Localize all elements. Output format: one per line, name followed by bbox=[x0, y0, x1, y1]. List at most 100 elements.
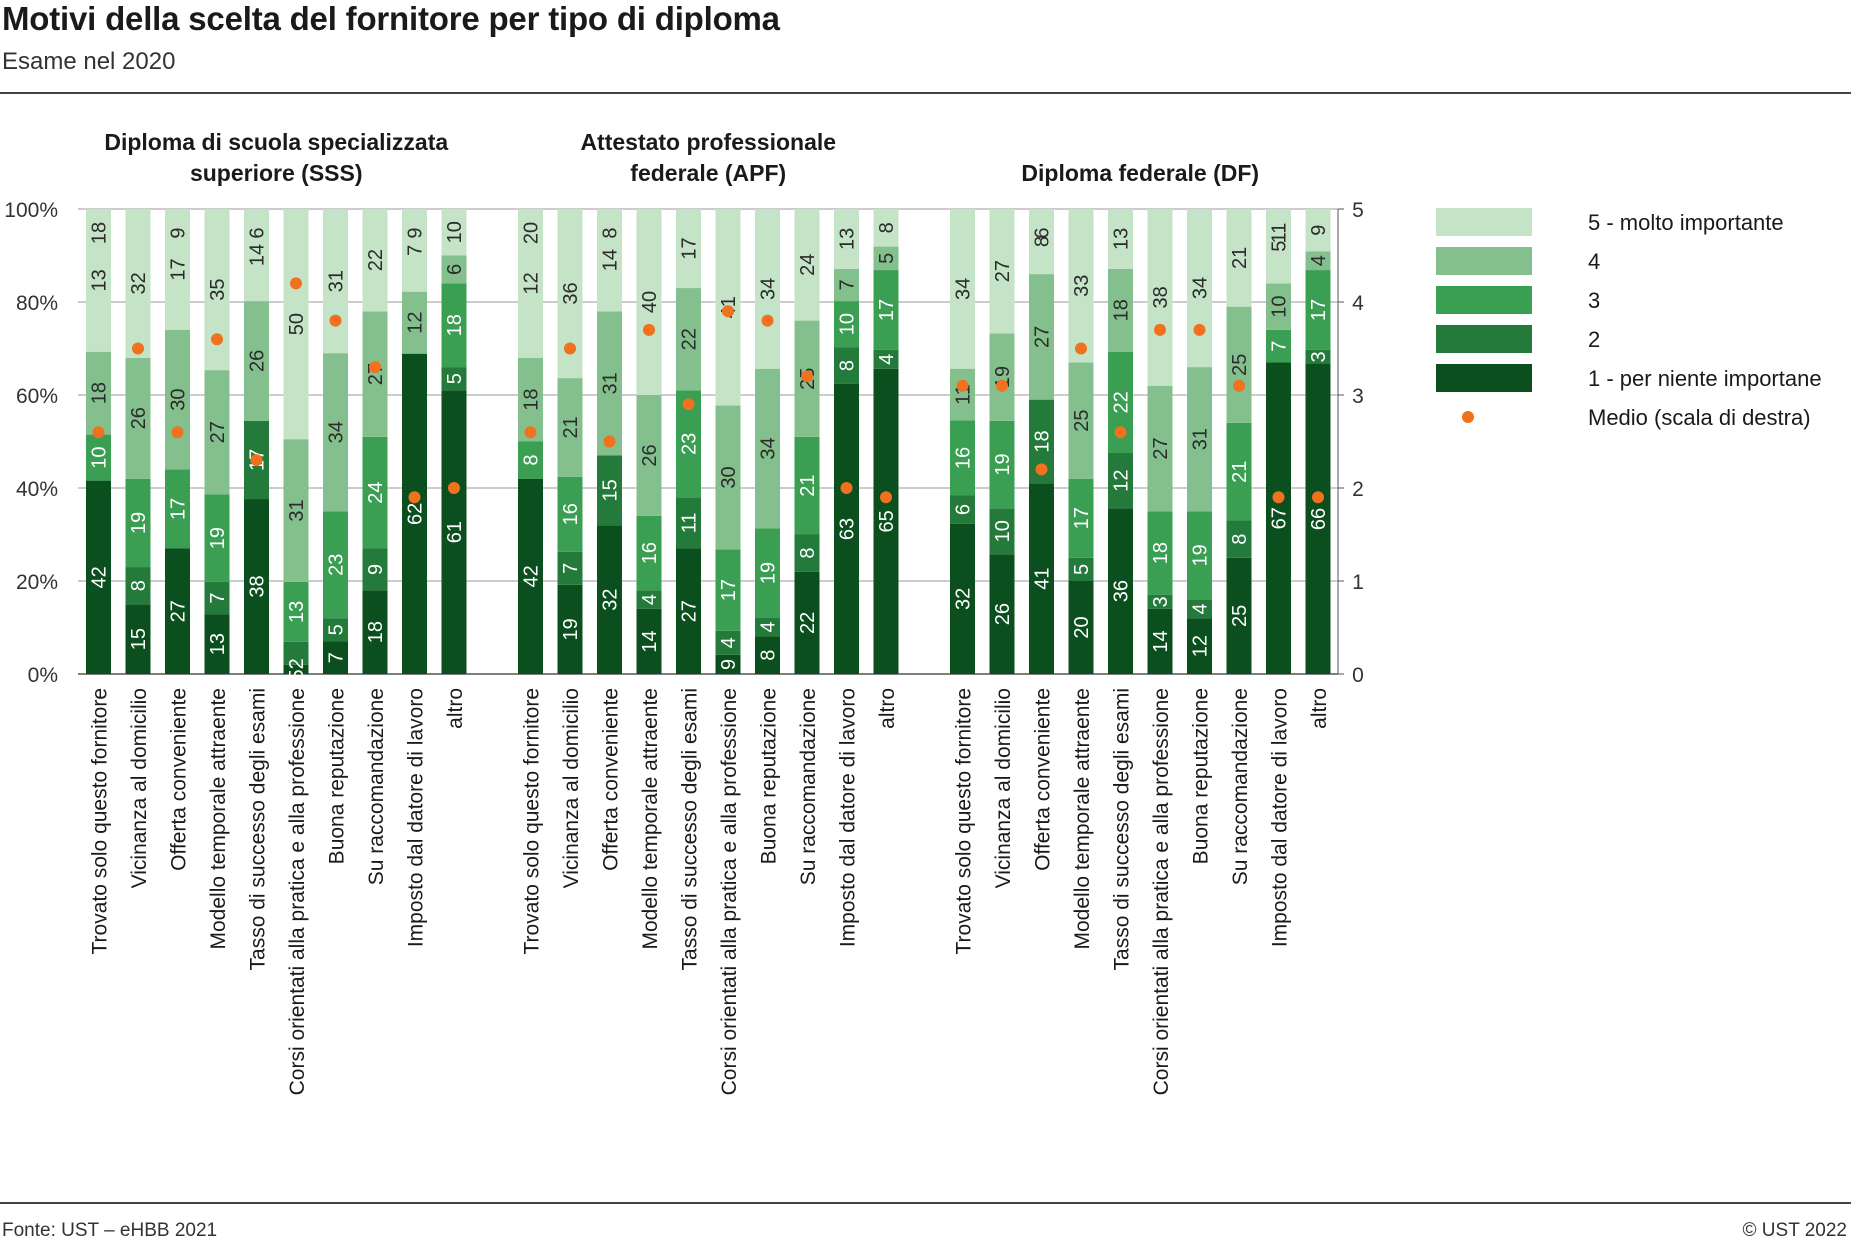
data-label: 27 bbox=[679, 600, 701, 622]
bar-segment bbox=[834, 268, 859, 302]
bar-segment bbox=[755, 528, 780, 618]
bar-segment bbox=[873, 349, 899, 369]
y-tick-right: 3 bbox=[1352, 385, 1364, 408]
data-label: 4 bbox=[876, 354, 898, 365]
x-tick-label: Buona reputazione bbox=[1190, 688, 1213, 864]
bar-segment bbox=[204, 581, 230, 615]
x-tick-label: Buona reputazione bbox=[326, 688, 349, 864]
mean-marker bbox=[171, 426, 184, 439]
x-tick-label: Tasso di successo degli esami bbox=[247, 688, 270, 970]
x-tick-label: Su raccomandazione bbox=[797, 688, 820, 885]
data-label: 8 bbox=[1032, 236, 1054, 247]
bar-segment bbox=[834, 301, 859, 348]
bar-segment bbox=[165, 548, 190, 674]
legend-label: 1 - per niente importane bbox=[1588, 366, 1822, 391]
bar-segment bbox=[283, 664, 309, 674]
data-label: 10 bbox=[992, 520, 1014, 542]
data-label: 4 bbox=[718, 637, 740, 648]
bar-segment bbox=[1187, 367, 1212, 512]
data-label: 26 bbox=[992, 603, 1014, 625]
bar-segment bbox=[557, 551, 583, 585]
bar-segment bbox=[715, 549, 741, 631]
bar-segment bbox=[755, 636, 780, 674]
data-label: 36 bbox=[1111, 580, 1133, 602]
bar-segment bbox=[244, 209, 269, 302]
bar-segment bbox=[676, 548, 701, 674]
data-label: 7 bbox=[207, 592, 229, 603]
x-tick-label: Offerta conveniente bbox=[168, 688, 191, 871]
bar-segment bbox=[1108, 453, 1133, 509]
bar-segment bbox=[518, 441, 543, 479]
x-tick-label: Imposto dal datore di lavoro bbox=[1269, 688, 1292, 947]
x-tick-label: Corsi orientati alla pratica e alla prof… bbox=[1150, 688, 1173, 1095]
data-label: 7 bbox=[405, 245, 427, 256]
bar-segment bbox=[125, 604, 151, 674]
bar-segment bbox=[244, 499, 269, 674]
bar-segment bbox=[1147, 209, 1173, 386]
bar-segment bbox=[1305, 364, 1331, 674]
data-label: 3 bbox=[1150, 596, 1172, 607]
data-label: 14 bbox=[639, 630, 661, 652]
data-label: 18 bbox=[1111, 299, 1133, 321]
data-label: 16 bbox=[560, 503, 582, 525]
data-label: 4 bbox=[1308, 255, 1330, 266]
data-label: 11 bbox=[679, 512, 701, 533]
data-label: 25 bbox=[1229, 354, 1251, 376]
bar-segment bbox=[1187, 599, 1212, 619]
bar-segment bbox=[1187, 618, 1212, 674]
bar-segment bbox=[989, 420, 1015, 509]
data-label: 5 bbox=[326, 624, 348, 635]
data-label: 50 bbox=[286, 313, 308, 335]
bar-segment bbox=[1266, 283, 1291, 330]
data-label: 52 bbox=[286, 658, 308, 680]
mean-marker bbox=[448, 482, 460, 494]
bar-segment bbox=[1147, 385, 1173, 512]
data-label: 34 bbox=[326, 421, 348, 443]
data-label: 66 bbox=[1308, 508, 1330, 530]
data-label: 12 bbox=[405, 312, 427, 334]
x-tick-label: Imposto dal datore di lavoro bbox=[837, 688, 860, 947]
data-label: 6 bbox=[1032, 227, 1054, 238]
data-label: 61 bbox=[444, 521, 466, 543]
bar-segment bbox=[989, 333, 1015, 421]
source-note: Fonte: UST – eHBB 2021 bbox=[2, 1220, 218, 1241]
bar-segment bbox=[1068, 209, 1094, 363]
data-label: 27 bbox=[168, 600, 190, 622]
data-label: 26 bbox=[639, 444, 661, 466]
data-label: 8 bbox=[1229, 534, 1251, 545]
data-label: 22 bbox=[797, 612, 819, 634]
bar-segment bbox=[204, 614, 230, 674]
bar-segment bbox=[834, 209, 859, 269]
data-label: 42 bbox=[521, 565, 543, 587]
x-tick-label: Trovato solo questo fornitore bbox=[89, 688, 112, 955]
x-tick-label: Modello temporale attraente bbox=[1071, 688, 1094, 950]
mean-marker bbox=[880, 491, 892, 504]
mean-marker bbox=[1312, 491, 1324, 504]
x-tick-label: altro bbox=[444, 688, 467, 729]
x-tick-label: Su raccomandazione bbox=[1229, 688, 1252, 885]
data-label: 17 bbox=[1308, 299, 1330, 321]
data-label: 25 bbox=[1229, 605, 1251, 627]
data-label: 8 bbox=[521, 455, 543, 466]
legend-swatch bbox=[1436, 208, 1532, 236]
data-label: 20 bbox=[521, 222, 543, 244]
legend-label: 5 - molto importante bbox=[1588, 210, 1784, 235]
mean-marker bbox=[132, 342, 144, 355]
bar-segment bbox=[1187, 209, 1212, 368]
bar-segment bbox=[362, 209, 388, 312]
data-label: 38 bbox=[247, 575, 269, 597]
bar-segment bbox=[402, 209, 427, 292]
group-title: Attestato professionale bbox=[580, 129, 836, 155]
bar-segment bbox=[1226, 557, 1252, 674]
bar-segment bbox=[1147, 608, 1173, 674]
bar-segment bbox=[715, 405, 741, 550]
bar-segment bbox=[950, 523, 975, 674]
y-tick-left: 60% bbox=[16, 385, 58, 408]
data-label: 5 bbox=[1071, 564, 1093, 575]
data-label: 4 bbox=[1190, 603, 1212, 614]
bar-segment bbox=[557, 476, 583, 552]
bar-segment bbox=[950, 420, 975, 496]
bar-segment bbox=[1266, 362, 1291, 674]
mean-marker bbox=[92, 426, 105, 439]
data-label: 42 bbox=[89, 566, 111, 588]
